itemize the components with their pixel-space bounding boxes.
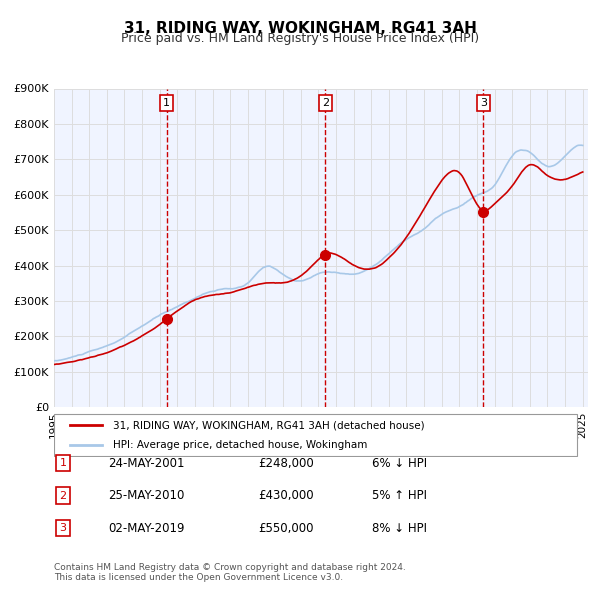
- Text: HPI: Average price, detached house, Wokingham: HPI: Average price, detached house, Woki…: [113, 440, 367, 450]
- Text: 3: 3: [59, 523, 67, 533]
- Text: 3: 3: [480, 98, 487, 108]
- Text: 5% ↑ HPI: 5% ↑ HPI: [372, 489, 427, 502]
- Text: 02-MAY-2019: 02-MAY-2019: [108, 522, 185, 535]
- Text: £550,000: £550,000: [258, 522, 314, 535]
- Text: 6% ↓ HPI: 6% ↓ HPI: [372, 457, 427, 470]
- Text: 24-MAY-2001: 24-MAY-2001: [108, 457, 185, 470]
- Text: 31, RIDING WAY, WOKINGHAM, RG41 3AH: 31, RIDING WAY, WOKINGHAM, RG41 3AH: [124, 21, 476, 35]
- Text: 1: 1: [163, 98, 170, 108]
- Text: £430,000: £430,000: [258, 489, 314, 502]
- Text: 31, RIDING WAY, WOKINGHAM, RG41 3AH (detached house): 31, RIDING WAY, WOKINGHAM, RG41 3AH (det…: [113, 421, 424, 430]
- Text: Price paid vs. HM Land Registry's House Price Index (HPI): Price paid vs. HM Land Registry's House …: [121, 32, 479, 45]
- Text: £248,000: £248,000: [258, 457, 314, 470]
- Text: 2: 2: [59, 491, 67, 500]
- Text: Contains HM Land Registry data © Crown copyright and database right 2024.
This d: Contains HM Land Registry data © Crown c…: [54, 563, 406, 582]
- Text: 8% ↓ HPI: 8% ↓ HPI: [372, 522, 427, 535]
- Text: 25-MAY-2010: 25-MAY-2010: [108, 489, 184, 502]
- Text: 1: 1: [59, 458, 67, 468]
- Text: 2: 2: [322, 98, 329, 108]
- FancyBboxPatch shape: [54, 414, 577, 457]
